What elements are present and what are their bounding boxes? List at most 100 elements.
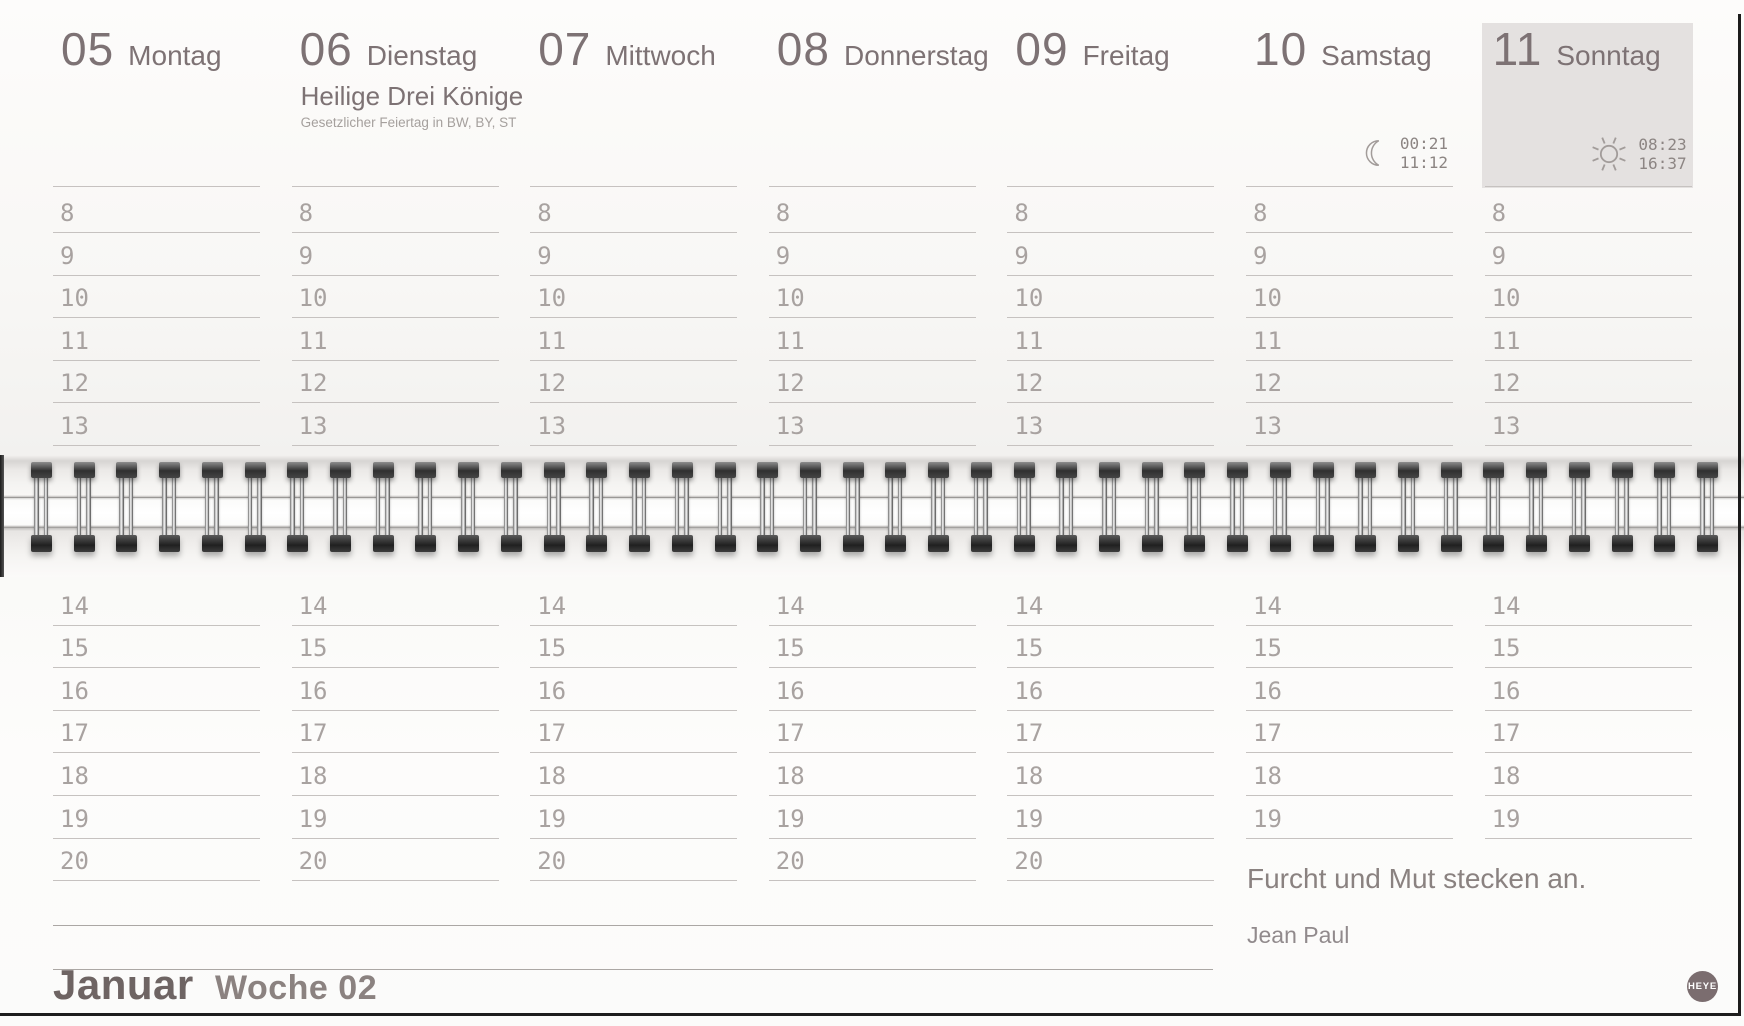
day-header: 11 Sonntag	[1485, 26, 1692, 72]
hour-slot: 11	[530, 318, 738, 361]
hour-slot: 9	[768, 233, 976, 276]
day-column-freitag: 09 Freitag 8 9 10 11 12 13	[1007, 0, 1215, 455]
afternoon-hour-grid: 14 15 16 17 18 19 20	[768, 583, 976, 882]
day-column-donnerstag: 08 Donnerstag 8 9 10 11 12 13	[768, 0, 989, 455]
hour-slot: 13	[1246, 403, 1453, 446]
hour-label: 15	[1491, 634, 1521, 663]
moon-icon	[1361, 134, 1391, 172]
hour-label: 10	[537, 284, 567, 313]
hour-slot: 14	[291, 583, 499, 626]
hour-label: 14	[1014, 591, 1044, 620]
spiral-wire-loop	[1056, 455, 1078, 577]
afternoon-hour-grid: 14 15 16 17 18 19	[1484, 583, 1692, 839]
afternoon-hour-grid: 14 15 16 17 18 19 20	[291, 583, 499, 882]
hour-label: 18	[60, 761, 89, 790]
astro-time: 00:21	[1399, 134, 1448, 153]
day-column-dienstag: 06 Dienstag Heilige Drei Könige Gesetzliche…	[291, 0, 524, 455]
hour-label: 18	[1491, 761, 1521, 790]
grid-top-line	[53, 186, 260, 187]
hour-label: 20	[298, 847, 328, 876]
astro-times: 08:23 16:37	[1638, 135, 1686, 173]
spiral-wire-loop	[671, 455, 693, 577]
hour-slot: 9	[1007, 233, 1215, 276]
hour-label: 9	[60, 241, 75, 270]
hour-label: 12	[1253, 369, 1282, 398]
hour-label: 11	[537, 326, 567, 355]
day-column-samstag: 10 Samstag 00:21 11:12 8 9 10 11 12 13	[1246, 0, 1453, 455]
spiral-wire-loop	[1099, 455, 1120, 577]
hour-label: 20	[1014, 847, 1044, 876]
hour-label: 19	[1491, 804, 1521, 833]
hour-label: 10	[775, 284, 805, 313]
astro-time: 11:12	[1399, 153, 1448, 172]
hour-label: 19	[537, 804, 567, 833]
hour-slot: 18	[768, 753, 976, 796]
hour-slot: 13	[291, 403, 499, 446]
spiral-wire-loop	[1697, 455, 1719, 577]
grid-top-line	[291, 186, 499, 187]
hour-slot: 19	[291, 796, 499, 839]
spiral-wire-loop	[244, 455, 266, 577]
hour-label: 16	[1491, 676, 1521, 705]
spiral-wire-loop	[201, 455, 223, 577]
hour-slot: 15	[530, 626, 738, 669]
day-column-afternoon-montag: 14 15 16 17 18 19 20	[53, 577, 260, 1026]
day-column-montag: 05 Montag 8 9 10 11 12 13	[53, 0, 260, 455]
hour-label: 15	[298, 634, 328, 663]
day-name: Freitag	[1082, 40, 1170, 71]
hour-slot: 17	[1007, 711, 1215, 754]
hour-label: 10	[1491, 284, 1521, 313]
hour-label: 12	[298, 369, 328, 398]
hour-slot: 17	[768, 711, 976, 754]
hour-label: 10	[60, 284, 89, 313]
hour-slot: 12	[1007, 361, 1215, 404]
morning-hour-grid: 8 9 10 11 12 13	[53, 186, 260, 446]
hour-slot: 19	[53, 796, 260, 839]
hour-slot: 9	[53, 233, 260, 276]
hour-label: 10	[1014, 284, 1044, 313]
hour-label: 18	[1014, 761, 1044, 790]
hour-slot: 19	[1484, 796, 1692, 839]
spiral-wire-loop	[1440, 455, 1462, 577]
astro-time: 08:23	[1638, 135, 1687, 154]
day-name: Mittwoch	[605, 40, 716, 71]
spiral-wire-loop	[1227, 455, 1249, 577]
hour-slot: 17	[1246, 711, 1453, 754]
hour-label: 9	[1253, 241, 1268, 270]
day-header: 10 Samstag	[1246, 26, 1453, 72]
hour-label: 17	[775, 719, 805, 748]
hour-label: 17	[1014, 719, 1044, 748]
hour-label: 8	[298, 199, 314, 227]
spiral-wire-loop	[586, 455, 608, 577]
quote-text: Furcht und Mut stecken an.	[1247, 863, 1587, 894]
hour-label: 11	[1253, 326, 1282, 355]
spiral-wire-loop	[757, 455, 779, 577]
hour-label: 16	[775, 676, 805, 705]
hour-slot: 9	[291, 233, 499, 276]
hour-slot: 12	[1246, 361, 1453, 404]
hour-slot: 8	[1007, 187, 1215, 233]
hour-slot: 14	[530, 583, 738, 626]
hour-label: 13	[1253, 411, 1282, 440]
spiral-left-edge-shadow	[0, 455, 4, 577]
heye-logo-text: HEYE	[1687, 981, 1718, 992]
hour-label: 12	[1491, 369, 1521, 398]
hour-slot: 20	[291, 839, 499, 882]
hour-label: 11	[60, 326, 89, 355]
spiral-wire-loop	[31, 455, 52, 577]
day-number: 09	[1015, 23, 1069, 75]
heye-logo: HEYE	[1687, 971, 1718, 1002]
hour-slot: 11	[1007, 318, 1215, 361]
hour-slot: 11	[1246, 318, 1453, 361]
notes-line	[53, 969, 1213, 970]
hour-slot: 18	[1007, 753, 1215, 796]
page-right-edge	[1738, 14, 1741, 1015]
hour-label: 17	[1253, 719, 1282, 748]
spiral-wire-loop	[714, 455, 736, 577]
hour-slot: 11	[1484, 318, 1692, 361]
hour-slot: 19	[530, 796, 738, 839]
hour-slot: 20	[1007, 839, 1215, 882]
day-number: 10	[1254, 23, 1308, 75]
holiday-label: Heilige Drei Könige	[300, 81, 524, 111]
hour-slot: 19	[1246, 796, 1453, 839]
